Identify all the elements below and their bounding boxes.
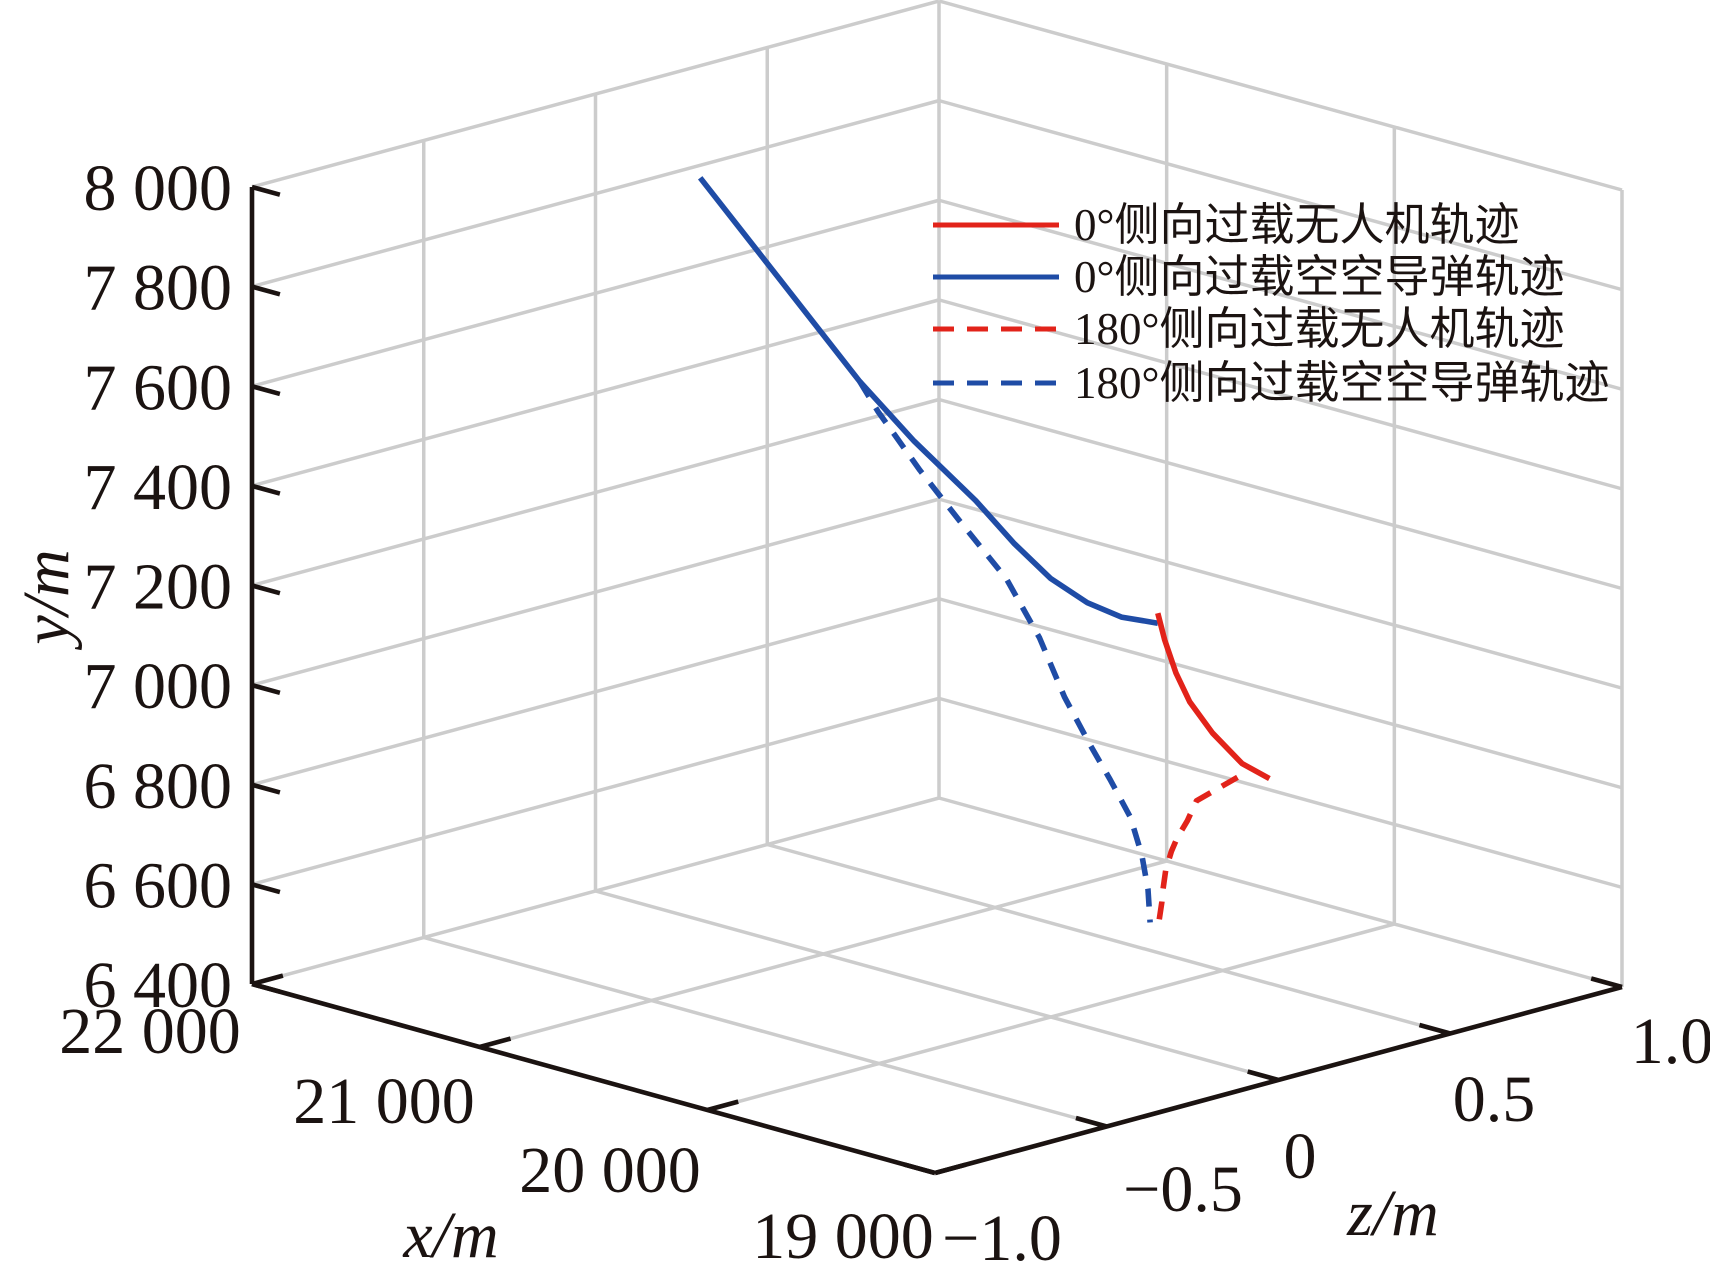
z-tick-label: −1.0 bbox=[942, 1202, 1062, 1265]
legend-label: 0°侧向过载空空导弹轨迹 bbox=[1074, 252, 1565, 302]
grid-wall-right-y bbox=[938, 0, 1623, 192]
legend-item: 0°侧向过载无人机轨迹 bbox=[933, 199, 1520, 251]
y-tick-label: 6 400 bbox=[84, 949, 233, 1022]
trajectory-dashed-blue bbox=[857, 379, 1153, 923]
x-tick-label: 21 000 bbox=[293, 1065, 475, 1138]
x-axis-title: x/m bbox=[402, 1199, 498, 1265]
z-tick-label: 0 bbox=[1284, 1120, 1317, 1193]
y-axis-tick bbox=[251, 184, 281, 197]
trajectory-dashed-red bbox=[1155, 774, 1239, 928]
y-axis-tick bbox=[251, 882, 281, 895]
x-axis-tick bbox=[706, 1099, 739, 1113]
y-axis-tick bbox=[251, 583, 281, 596]
grid-wall-right-y bbox=[938, 198, 1623, 391]
y-tick-label: 8 000 bbox=[84, 152, 233, 225]
x-axis-tick bbox=[934, 1162, 967, 1176]
grid-wall-right-y bbox=[938, 98, 1623, 292]
grid-wall-right-y bbox=[938, 796, 1623, 989]
y-tick-label: 7 800 bbox=[84, 252, 233, 325]
legend-line-blue-solid bbox=[933, 274, 1059, 280]
legend-item: 180°侧向过载无人机轨迹 bbox=[933, 303, 1565, 355]
grid-wall-right-y bbox=[938, 696, 1623, 890]
y-axis-tick bbox=[251, 981, 281, 994]
legend-line-blue-dashed bbox=[933, 380, 1059, 386]
y-tick-label: 7 400 bbox=[84, 451, 233, 524]
y-tick-label: 7 000 bbox=[84, 650, 233, 723]
z-axis-tick bbox=[1247, 1069, 1280, 1083]
z-axis-tick bbox=[1590, 976, 1623, 990]
legend-label: 180°侧向过载无人机轨迹 bbox=[1074, 304, 1565, 354]
z-tick-label: 0.5 bbox=[1453, 1063, 1536, 1136]
y-tick-label: 7 600 bbox=[84, 351, 233, 424]
grid-wall-right-y bbox=[938, 397, 1623, 591]
y-tick-label: 6 800 bbox=[84, 750, 233, 823]
y-tick-label: 6 600 bbox=[84, 849, 233, 922]
grid-wall-right-y bbox=[938, 597, 1623, 790]
y-axis-tick bbox=[251, 782, 281, 795]
legend-label: 0°侧向过载无人机轨迹 bbox=[1074, 200, 1520, 250]
z-axis-tick bbox=[1075, 1115, 1108, 1129]
x-tick-label: 20 000 bbox=[519, 1134, 701, 1207]
legend-line-red-dashed bbox=[933, 326, 1059, 332]
x-axis-tick bbox=[479, 1036, 512, 1050]
x-tick-label: 22 000 bbox=[59, 995, 241, 1068]
z-tick-label: 1.0 bbox=[1631, 1005, 1710, 1078]
grid-floor-x bbox=[706, 922, 1395, 1112]
grid-wall-right-y bbox=[938, 497, 1623, 690]
z-axis-tick bbox=[903, 1162, 936, 1176]
z-axis-title: z/m bbox=[1346, 1177, 1439, 1250]
legend-line-red-solid bbox=[933, 222, 1059, 228]
grid-floor-z bbox=[423, 935, 1108, 1129]
y-axis-tick bbox=[251, 682, 281, 696]
trajectory-solid-blue bbox=[697, 176, 1159, 626]
y-axis-tick bbox=[251, 384, 281, 397]
grid-floor-z bbox=[766, 842, 1451, 1036]
legend-item: 0°侧向过载空空导弹轨迹 bbox=[933, 251, 1565, 303]
x-axis-tick bbox=[251, 973, 284, 987]
y-axis-tick bbox=[251, 284, 281, 297]
grid-floor-z bbox=[595, 889, 1279, 1082]
y-axis-title: y/m bbox=[10, 549, 83, 650]
trajectory-solid-red bbox=[1155, 612, 1271, 782]
y-tick-label: 7 200 bbox=[84, 551, 233, 624]
z-axis-tick bbox=[1418, 1022, 1451, 1036]
legend-label: 180°侧向过载空空导弹轨迹 bbox=[1074, 358, 1610, 408]
legend-item: 180°侧向过载空空导弹轨迹 bbox=[933, 357, 1610, 409]
x-axis-line bbox=[251, 981, 936, 1176]
x-tick-label: 19 000 bbox=[752, 1200, 934, 1265]
grid-floor-x bbox=[479, 859, 1168, 1049]
z-tick-label: −0.5 bbox=[1123, 1153, 1243, 1226]
y-axis-tick bbox=[251, 483, 281, 496]
